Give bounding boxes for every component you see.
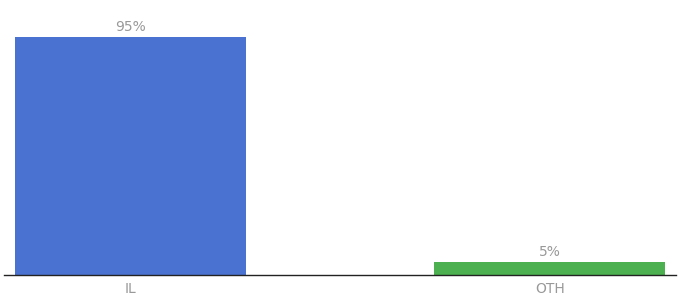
Bar: [435, 262, 665, 275]
Bar: [15, 37, 245, 275]
Text: 5%: 5%: [539, 245, 561, 259]
Text: 95%: 95%: [115, 20, 146, 34]
